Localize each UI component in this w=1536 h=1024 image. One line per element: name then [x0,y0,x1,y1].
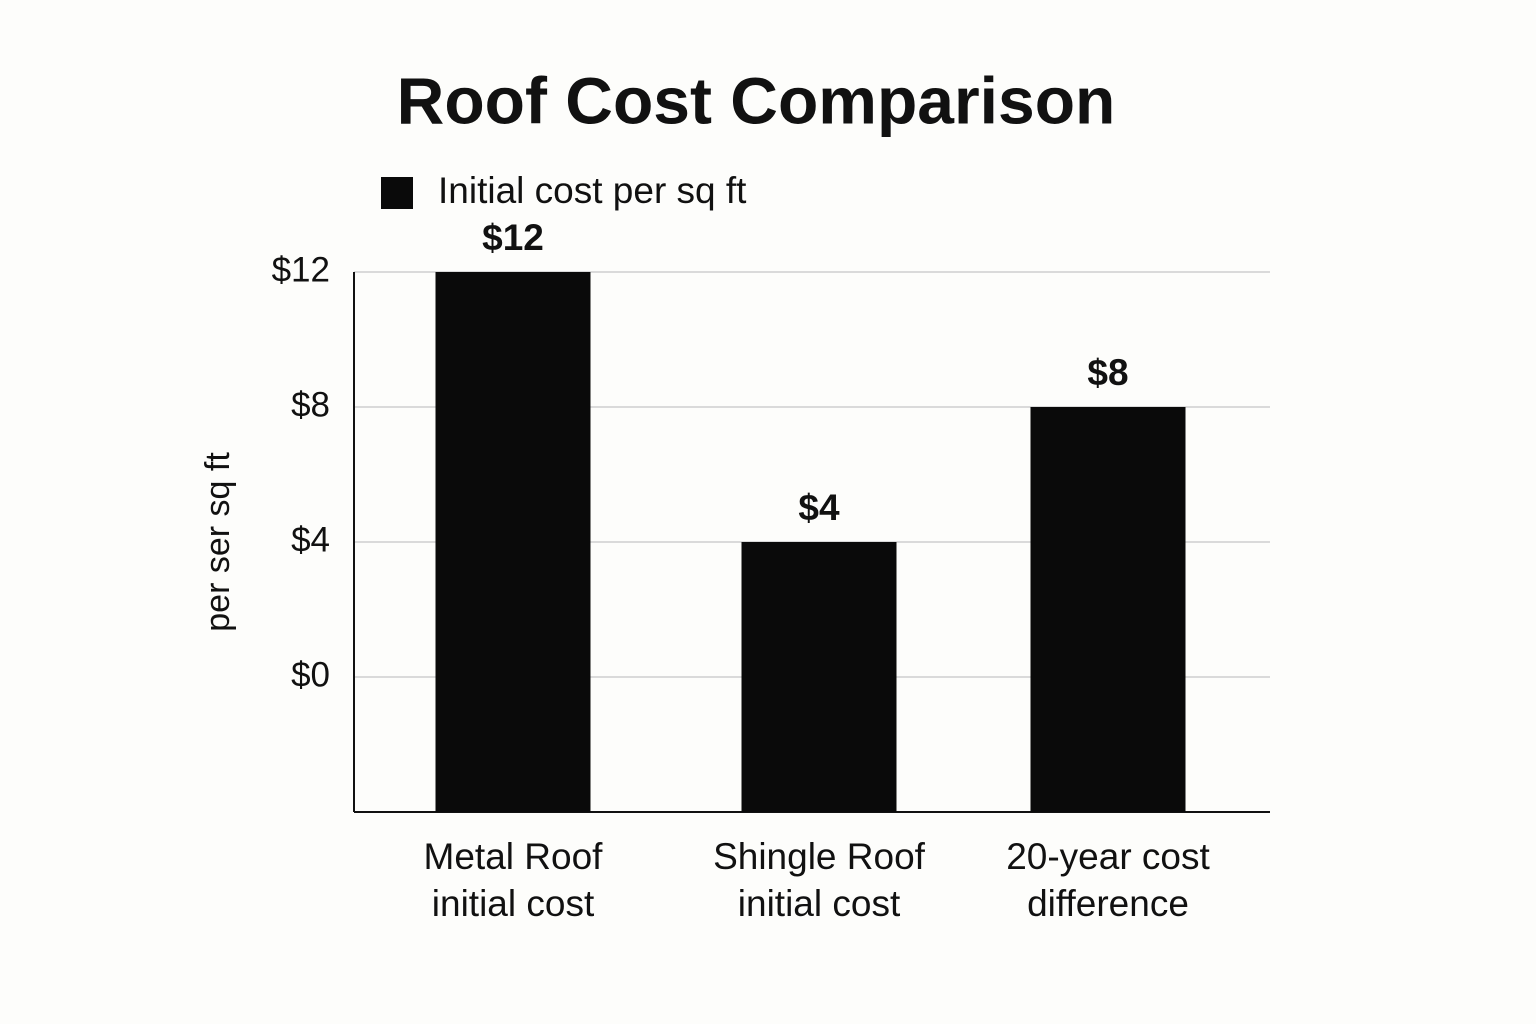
bar [741,542,897,812]
data-label: $8 [1087,352,1128,393]
legend-swatch [381,177,413,209]
bar [1030,407,1186,812]
y-axis-label: per ser sq ft [199,452,237,632]
data-label: $12 [482,217,544,258]
chart-title: Roof Cost Comparison [397,63,1116,137]
x-tick-label: Shingle Roof initial cost [713,836,925,924]
legend-label: Initial cost per sq ft [438,170,747,211]
x-tick-label: Metal Roof initial cost [423,836,603,924]
y-tick-label: $12 [272,250,330,289]
data-label: $4 [798,487,840,528]
bar [435,272,591,812]
y-tick-label: $4 [291,520,330,559]
x-tick-label: 20-year cost difference [1006,836,1210,924]
y-tick-label: $0 [291,655,330,694]
y-tick-label: $8 [291,385,330,424]
